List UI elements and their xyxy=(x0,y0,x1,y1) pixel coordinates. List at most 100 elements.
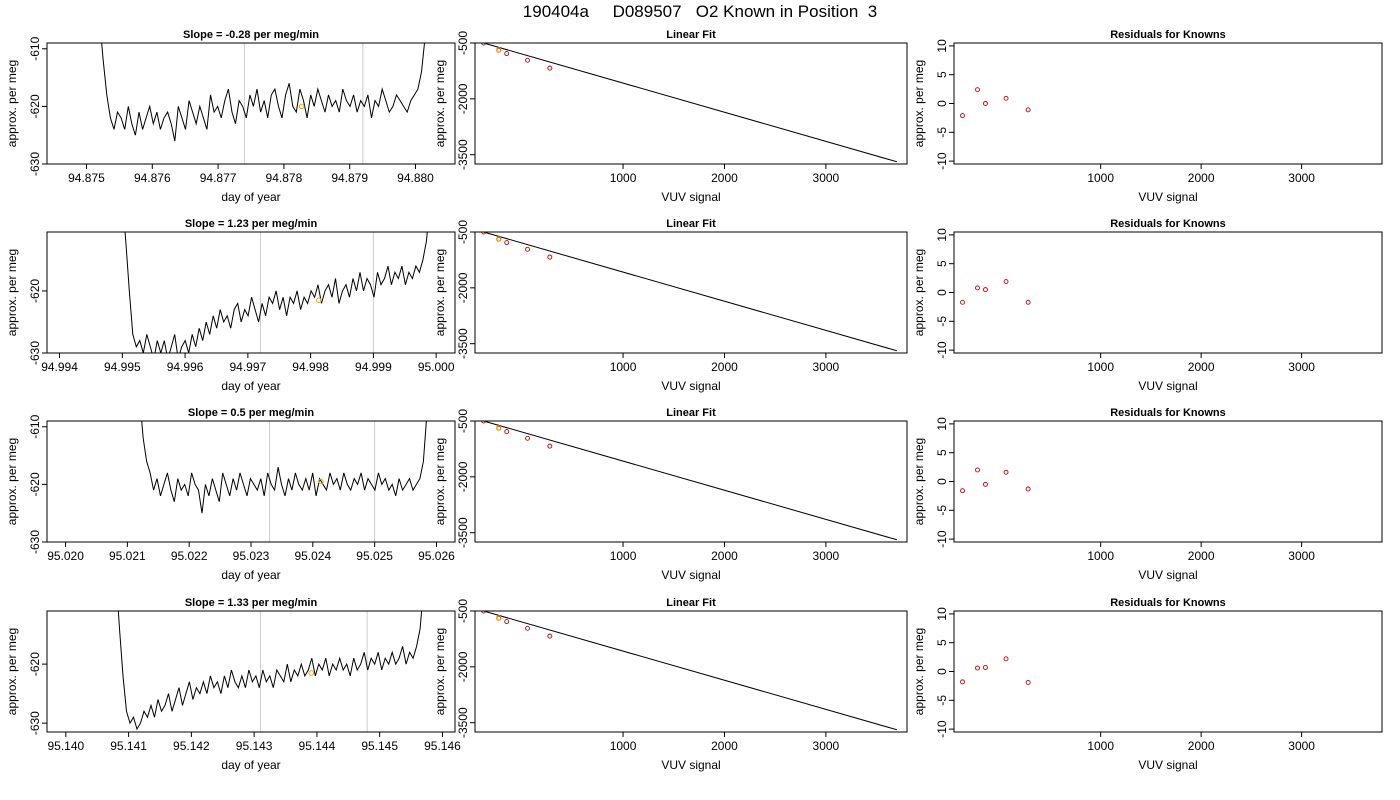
y-tick-label: -10 xyxy=(935,530,949,548)
x-tick-label: 94.875 xyxy=(68,171,105,185)
data-point xyxy=(547,254,553,260)
y-axis-label: approx. per meg xyxy=(433,628,447,715)
plot-frame xyxy=(46,42,456,165)
x-tick-label: 2000 xyxy=(711,739,738,753)
x-tick-label: 2000 xyxy=(1188,171,1215,185)
x-tick-label: 1000 xyxy=(610,171,637,185)
x-tick-label: 1000 xyxy=(610,360,637,374)
data-point xyxy=(975,665,980,671)
data-point xyxy=(1003,95,1009,101)
x-tick-label: 3000 xyxy=(813,549,840,563)
fit-line xyxy=(483,232,897,352)
y-tick-label: 10 xyxy=(935,417,949,431)
x-axis-label: day of year xyxy=(221,379,280,393)
x-axis-label: VUV signal xyxy=(1138,758,1197,772)
x-tick-label: 95.021 xyxy=(109,549,146,563)
panel-2-1: Linear Fit 1000 2000 3000 -500 -2000 -3500 VUV … xyxy=(433,29,908,204)
y-tick-label: 10 xyxy=(935,228,949,242)
panel-1-4: Slope = 1.33 per meg/min 95.140 95.141 95.1… xyxy=(5,597,461,772)
fit-line xyxy=(483,421,897,541)
panel-1-2: Slope = 1.23 per meg/min 94.994 94.995 94.9… xyxy=(5,218,456,393)
y-tick-label: -5 xyxy=(935,505,949,516)
data-point xyxy=(1025,107,1031,113)
y-tick-label: -620 xyxy=(28,94,42,118)
plot-frame xyxy=(46,231,456,354)
data-point xyxy=(547,65,553,71)
y-tick-label: -630 xyxy=(28,530,42,554)
page-title: 190404a D089507 O2 Known in Position 3 xyxy=(522,2,878,21)
y-axis-label: approx. per meg xyxy=(912,438,926,525)
panel-title: Linear Fit xyxy=(666,29,716,41)
x-axis-label: VUV signal xyxy=(1138,568,1197,582)
x-tick-label: 2000 xyxy=(711,360,738,374)
data-point xyxy=(975,467,980,473)
data-point xyxy=(1025,679,1031,685)
y-tick-label: -10 xyxy=(935,341,949,359)
highlight-point xyxy=(495,47,502,53)
y-tick-label: 0 xyxy=(935,478,949,485)
data-point xyxy=(504,51,510,57)
y-tick-label: -620 xyxy=(28,279,42,303)
panel-3-4: Residuals for Knowns 1000 2000 3000 10 5 0 -5 -1… xyxy=(912,597,1383,772)
x-tick-label: 2000 xyxy=(1188,360,1215,374)
data-point xyxy=(960,299,965,305)
y-tick-label: -2000 xyxy=(456,83,470,114)
data-point xyxy=(975,87,980,93)
x-tick-label: 1000 xyxy=(1087,739,1114,753)
y-tick-label: -500 xyxy=(456,220,470,244)
y-axis-label: approx. per meg xyxy=(5,249,19,336)
data-point xyxy=(1025,299,1031,305)
series-line xyxy=(124,232,428,353)
x-axis-label: VUV signal xyxy=(661,190,720,204)
x-axis-label: VUV signal xyxy=(1138,190,1197,204)
x-tick-label: 94.996 xyxy=(167,360,204,374)
plot-area xyxy=(960,467,1031,494)
y-tick-label: -5 xyxy=(935,695,949,706)
y-axis-label: approx. per meg xyxy=(433,438,447,525)
x-tick-label: 95.024 xyxy=(294,549,331,563)
y-tick-label: -620 xyxy=(28,652,42,676)
data-point xyxy=(1025,486,1031,492)
data-point xyxy=(547,443,553,449)
x-tick-label: 1000 xyxy=(1087,549,1114,563)
y-tick-label: -2000 xyxy=(456,651,470,682)
plot-area xyxy=(101,43,425,164)
panel-title: Slope = 0.5 per meg/min xyxy=(188,407,315,419)
highlight-point xyxy=(298,103,305,110)
y-tick-label: -5 xyxy=(935,127,949,138)
panel-title: Linear Fit xyxy=(666,407,716,419)
y-tick-label: 5 xyxy=(935,71,949,78)
data-point xyxy=(960,113,965,119)
data-point xyxy=(481,611,487,614)
panel-2-4: Linear Fit 1000 2000 3000 -500 -2000 -3500 VUV … xyxy=(433,597,908,772)
x-axis-label: VUV signal xyxy=(661,758,720,772)
x-tick-label: 95.141 xyxy=(110,739,147,753)
x-tick-label: 95.026 xyxy=(418,549,455,563)
y-tick-label: -500 xyxy=(456,409,470,433)
x-tick-label: 94.995 xyxy=(104,360,141,374)
plot-frame xyxy=(953,42,1383,165)
x-tick-label: 3000 xyxy=(1288,549,1315,563)
plot-frame xyxy=(474,610,908,733)
x-tick-label: 95.146 xyxy=(424,739,461,753)
x-tick-label: 1000 xyxy=(610,549,637,563)
data-point xyxy=(982,665,988,670)
fit-line xyxy=(483,611,897,731)
data-point xyxy=(1003,656,1009,662)
plot-area xyxy=(481,421,897,541)
panel-title: Slope = 1.33 per meg/min xyxy=(185,597,318,609)
y-tick-label: -610 xyxy=(28,36,42,60)
x-tick-label: 94.998 xyxy=(292,360,329,374)
y-tick-label: 5 xyxy=(935,639,949,646)
plot-area xyxy=(141,421,427,542)
y-tick-label: -500 xyxy=(456,31,470,55)
x-tick-label: 1000 xyxy=(610,739,637,753)
plot-area xyxy=(481,43,897,163)
data-point xyxy=(960,488,965,494)
x-axis-label: VUV signal xyxy=(661,568,720,582)
data-point xyxy=(982,101,988,106)
panel-title: Slope = -0.28 per meg/min xyxy=(183,29,319,41)
highlight-point xyxy=(315,297,322,304)
